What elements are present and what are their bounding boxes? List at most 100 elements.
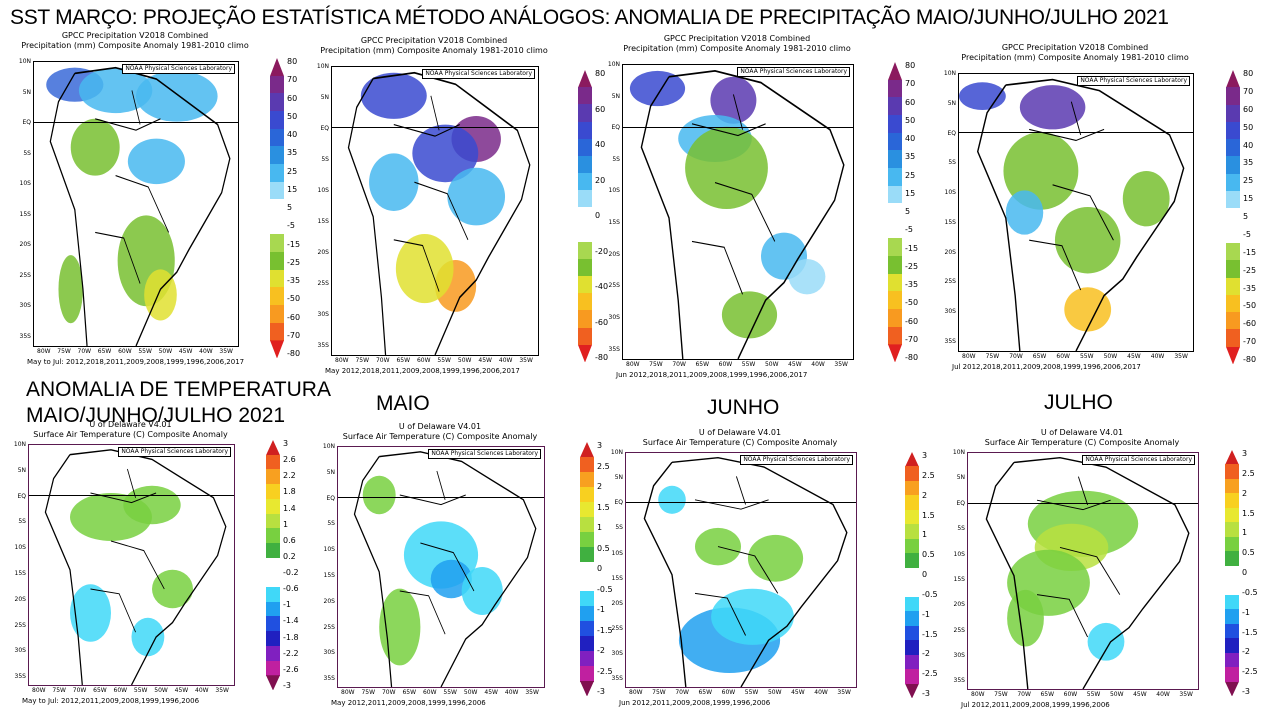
latitude-label: 5S xyxy=(948,159,956,167)
latitude-label: 5N xyxy=(22,88,31,96)
longitude-labels: 80W 75W 70W 65W 60W 55W 50W 45W 40W 35W xyxy=(37,348,233,355)
colorbar-swatch xyxy=(270,216,284,235)
colorbar-swatch xyxy=(270,269,284,288)
panel-footer: Jul 2012,2018,2011,2009,2008,1999,1996,2… xyxy=(952,363,1141,371)
longitude-label: 60W xyxy=(1056,353,1070,360)
longitude-label: 80W xyxy=(629,689,643,696)
colorbar-label: 60 xyxy=(905,97,916,107)
colorbar-label: 60 xyxy=(287,93,298,103)
longitude-label: 55W xyxy=(437,357,451,364)
colorbar-label: 0.2 xyxy=(283,551,296,561)
longitude-label: 60W xyxy=(422,689,437,696)
latitude-label: EQ xyxy=(947,129,956,137)
colorbar-label: 0.6 xyxy=(283,535,296,545)
equator-line xyxy=(332,127,538,129)
country-borders xyxy=(90,468,165,633)
temperature-title: ANOMALIA DE TEMPERATURA xyxy=(26,378,331,401)
colorbar-swatch xyxy=(888,256,902,275)
colorbar-label: -25 xyxy=(1243,265,1257,275)
colorbar-swatch xyxy=(266,645,280,662)
colorbar-swatch xyxy=(578,224,592,243)
colorbar-label: -35 xyxy=(905,280,919,289)
anomaly-shading xyxy=(1122,170,1170,227)
latitude-label: 35S xyxy=(317,341,329,349)
anomaly-shading xyxy=(1005,190,1044,235)
colorbar-swatch xyxy=(905,480,919,496)
colorbar-swatch xyxy=(266,542,280,559)
colorbar-swatch xyxy=(905,538,919,554)
colorbar-label: 35 xyxy=(1243,158,1254,168)
colorbar-label: -2.5 xyxy=(922,669,938,679)
latitude-label: 30S xyxy=(953,652,965,659)
panel-header-line: Precipitation (mm) Composite Anomaly 198… xyxy=(21,41,249,50)
colorbar-swatch xyxy=(578,207,592,226)
colorbar-label: -1.5 xyxy=(1242,627,1258,637)
latitude-label: 10S xyxy=(944,189,956,197)
colorbar-swatch xyxy=(905,524,919,540)
anomaly-shading xyxy=(360,72,427,119)
colorbar-swatch xyxy=(578,104,592,123)
colorbar-label: 1 xyxy=(1242,528,1248,538)
colorbar-swatch xyxy=(266,513,280,529)
latitude-label: 25S xyxy=(953,626,965,634)
colorbar-swatch xyxy=(266,660,280,676)
longitude-label: 55W xyxy=(741,361,756,368)
colorbar-label: 15 xyxy=(1243,194,1254,204)
longitude-label: 40W xyxy=(195,687,209,694)
latitude-label: 35S xyxy=(608,345,620,353)
longitude-labels: 80W 75W 70W 65W 60W 55W 50W 45W 40W 35W xyxy=(962,353,1188,360)
colorbar-swatch xyxy=(1226,260,1240,279)
latitude-label: 35S xyxy=(944,338,956,346)
latitude-label: 30S xyxy=(608,313,620,321)
colorbar-swatch xyxy=(905,466,919,482)
longitude-label: 75W xyxy=(985,353,1000,360)
latitude-label: 15S xyxy=(944,218,956,226)
colorbar-swatch xyxy=(270,199,284,218)
colorbar-label: 1 xyxy=(283,519,289,529)
month-label-june: JUNHO xyxy=(707,396,780,419)
panel-footer: Jun 2012,2011,2009,2008,1999,1996,2006 xyxy=(619,699,771,707)
latitude-label: 30S xyxy=(944,308,956,316)
longitude-label: 55W xyxy=(443,689,457,696)
longitude-label: 50W xyxy=(154,687,168,694)
colorbar-swatch xyxy=(580,501,594,518)
colorbar-swatch xyxy=(1226,294,1240,313)
colorbar-label: 80 xyxy=(1243,69,1254,78)
colorbar-swatch xyxy=(270,128,284,147)
colorbar-label: -0.5 xyxy=(597,584,613,594)
colorbar-swatch xyxy=(266,498,280,515)
colorbar-swatch xyxy=(1226,329,1240,348)
longitude-label: 35W xyxy=(525,689,539,696)
latitude-label: 15S xyxy=(317,217,329,225)
colorbar-swatch xyxy=(888,97,902,116)
colorbar-swatch xyxy=(270,252,284,271)
panel-header-line: Surface Air Temperature (C) Composite An… xyxy=(984,438,1180,447)
noaa-credit: NOAA Physical Sciences Laboratory xyxy=(122,64,235,74)
colorbar-label: 2 xyxy=(597,482,603,491)
colorbar-swatch xyxy=(888,167,902,187)
noaa-credit: NOAA Physical Sciences Laboratory xyxy=(737,67,850,77)
colorbar-swatch xyxy=(1226,277,1240,296)
latitude-label: 10N xyxy=(943,70,956,77)
colorbar-label: -5 xyxy=(287,221,295,231)
latitude-label: 15S xyxy=(19,210,31,218)
colorbar-swatch xyxy=(580,621,594,637)
panel-footer: May to Jul: 2012,2018,2011,2009,2008,199… xyxy=(27,358,245,366)
colorbar-swatch xyxy=(905,452,919,467)
colorbar-label: 35 xyxy=(287,148,298,158)
colorbar-swatch xyxy=(266,454,280,470)
longitude-label: 60W xyxy=(721,689,736,696)
colorbar-swatch xyxy=(888,114,902,134)
colorbar-label: -2.2 xyxy=(283,648,299,658)
colorbar-swatch xyxy=(270,340,284,359)
longitude-label: 35W xyxy=(215,687,229,694)
map-drawing xyxy=(985,457,1190,689)
colorbar-swatch xyxy=(905,553,919,569)
colorbar-swatch xyxy=(905,509,919,525)
latitude-label: 5N xyxy=(956,474,965,482)
colorbar-label: 40 xyxy=(287,130,298,139)
colorbar-label: 80 xyxy=(905,61,916,70)
longitude-label: 40W xyxy=(1150,353,1165,360)
colorbar-swatch xyxy=(1226,87,1240,106)
colorbar-swatch xyxy=(580,606,594,622)
